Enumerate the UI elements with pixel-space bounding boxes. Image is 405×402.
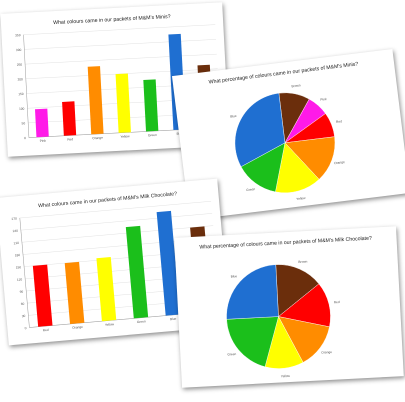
x-tick-label: Blue bbox=[170, 317, 177, 322]
bar-red bbox=[62, 101, 77, 136]
x-tick-label: Green bbox=[148, 133, 157, 137]
slice-label-green: Green bbox=[227, 352, 236, 356]
x-tick-label: Yellow bbox=[105, 322, 115, 327]
slice-label-brown: Brown bbox=[298, 260, 307, 264]
y-tick-label: 0 bbox=[24, 136, 26, 140]
y-tick-label: 200 bbox=[17, 77, 23, 81]
gridline bbox=[20, 213, 213, 231]
slice-label-blue: Blue bbox=[230, 114, 237, 119]
chocolate-bar-chart: What colours came in our packets of M&M'… bbox=[11, 191, 221, 333]
bar-orange bbox=[64, 261, 85, 324]
gridline bbox=[25, 53, 217, 65]
y-tick-label: 300 bbox=[16, 48, 22, 52]
chart-title: What colours came in our packets of M&M'… bbox=[38, 191, 177, 209]
slice-label-red: Red bbox=[336, 119, 343, 124]
y-axis bbox=[19, 217, 30, 328]
slice-label-orange: Orange bbox=[334, 160, 345, 165]
y-tick-label: 50 bbox=[22, 121, 26, 125]
slice-green bbox=[226, 316, 279, 368]
gridline bbox=[23, 24, 216, 35]
y-tick-label: 150 bbox=[16, 265, 22, 269]
y-tick-label: 120 bbox=[17, 277, 23, 281]
chocolate-pie-chart: What percentage of colours came in our p… bbox=[199, 236, 372, 379]
y-tick-label: 60 bbox=[21, 302, 25, 306]
bar-green bbox=[125, 225, 149, 319]
y-tick-label: 0 bbox=[24, 326, 26, 330]
x-tick-label: Red bbox=[43, 328, 49, 333]
chart-title: What percentage of colours came in our p… bbox=[208, 61, 358, 85]
chart-title: What colours came in our packets of M&M'… bbox=[53, 14, 171, 26]
y-tick-label: 210 bbox=[13, 241, 19, 245]
slice-label-yellow: Yellow bbox=[296, 196, 306, 201]
y-tick-label: 100 bbox=[19, 107, 25, 111]
bar-blue bbox=[156, 210, 181, 316]
y-tick-label: 270 bbox=[11, 217, 17, 221]
x-tick-label: Pink bbox=[40, 139, 47, 143]
chocolate-pie-card: What percentage of colours came in our p… bbox=[174, 226, 404, 388]
y-tick-label: 240 bbox=[12, 229, 18, 233]
x-tick-label: Orange bbox=[92, 136, 103, 141]
slice-label-yellow: Yellow bbox=[281, 374, 291, 379]
y-tick-label: 250 bbox=[17, 63, 23, 67]
bar-plot-area: 0 30 60 90 120 150 180 210 240 270 Red Orange Yellow… bbox=[11, 200, 221, 333]
x-tick-label: Red bbox=[67, 137, 73, 141]
bar-red bbox=[32, 264, 53, 327]
x-tick-label: Yellow bbox=[120, 134, 130, 139]
slice-label-pink: Pink bbox=[320, 97, 327, 102]
minis-pie-card: What percentage of colours came in our p… bbox=[171, 49, 405, 220]
slice-label-brown: Brown bbox=[291, 83, 301, 88]
bar-yellow bbox=[96, 257, 117, 322]
x-tick-label: Orange bbox=[72, 325, 83, 330]
chart-title: What percentage of colours came in our p… bbox=[199, 236, 372, 251]
bar-pink bbox=[34, 108, 49, 138]
pie-plot-area: Brown Pink Red Orange Yellow Green Blue bbox=[230, 83, 345, 201]
y-tick-label: 90 bbox=[20, 290, 24, 294]
bar-green bbox=[143, 79, 159, 132]
y-tick-label: 350 bbox=[15, 33, 21, 37]
y-tick-label: 30 bbox=[22, 314, 26, 318]
minis-pie-chart: What percentage of colours came in our p… bbox=[208, 61, 358, 201]
slice-blue bbox=[226, 264, 279, 320]
y-tick-label: 180 bbox=[15, 253, 21, 257]
slice-label-red: Red bbox=[334, 300, 340, 304]
gridline bbox=[21, 225, 214, 243]
slice-brown bbox=[275, 264, 320, 317]
slice-label-blue: Blue bbox=[231, 274, 238, 278]
slice-label-orange: Orange bbox=[321, 350, 332, 355]
pie-plot-area: Brown Red Orange Yellow Green Blue bbox=[226, 260, 340, 379]
bar-yellow bbox=[115, 73, 131, 133]
y-axis bbox=[23, 34, 30, 138]
slice-blue bbox=[234, 92, 286, 168]
slice-label-green: Green bbox=[246, 187, 256, 192]
bar-orange bbox=[87, 66, 104, 135]
gridline bbox=[24, 39, 217, 50]
x-tick-label: Green bbox=[137, 319, 146, 324]
gridline bbox=[19, 200, 212, 219]
y-tick-label: 150 bbox=[18, 92, 24, 96]
chocolate-bar-card: What colours came in our packets of M&M'… bbox=[0, 178, 231, 346]
